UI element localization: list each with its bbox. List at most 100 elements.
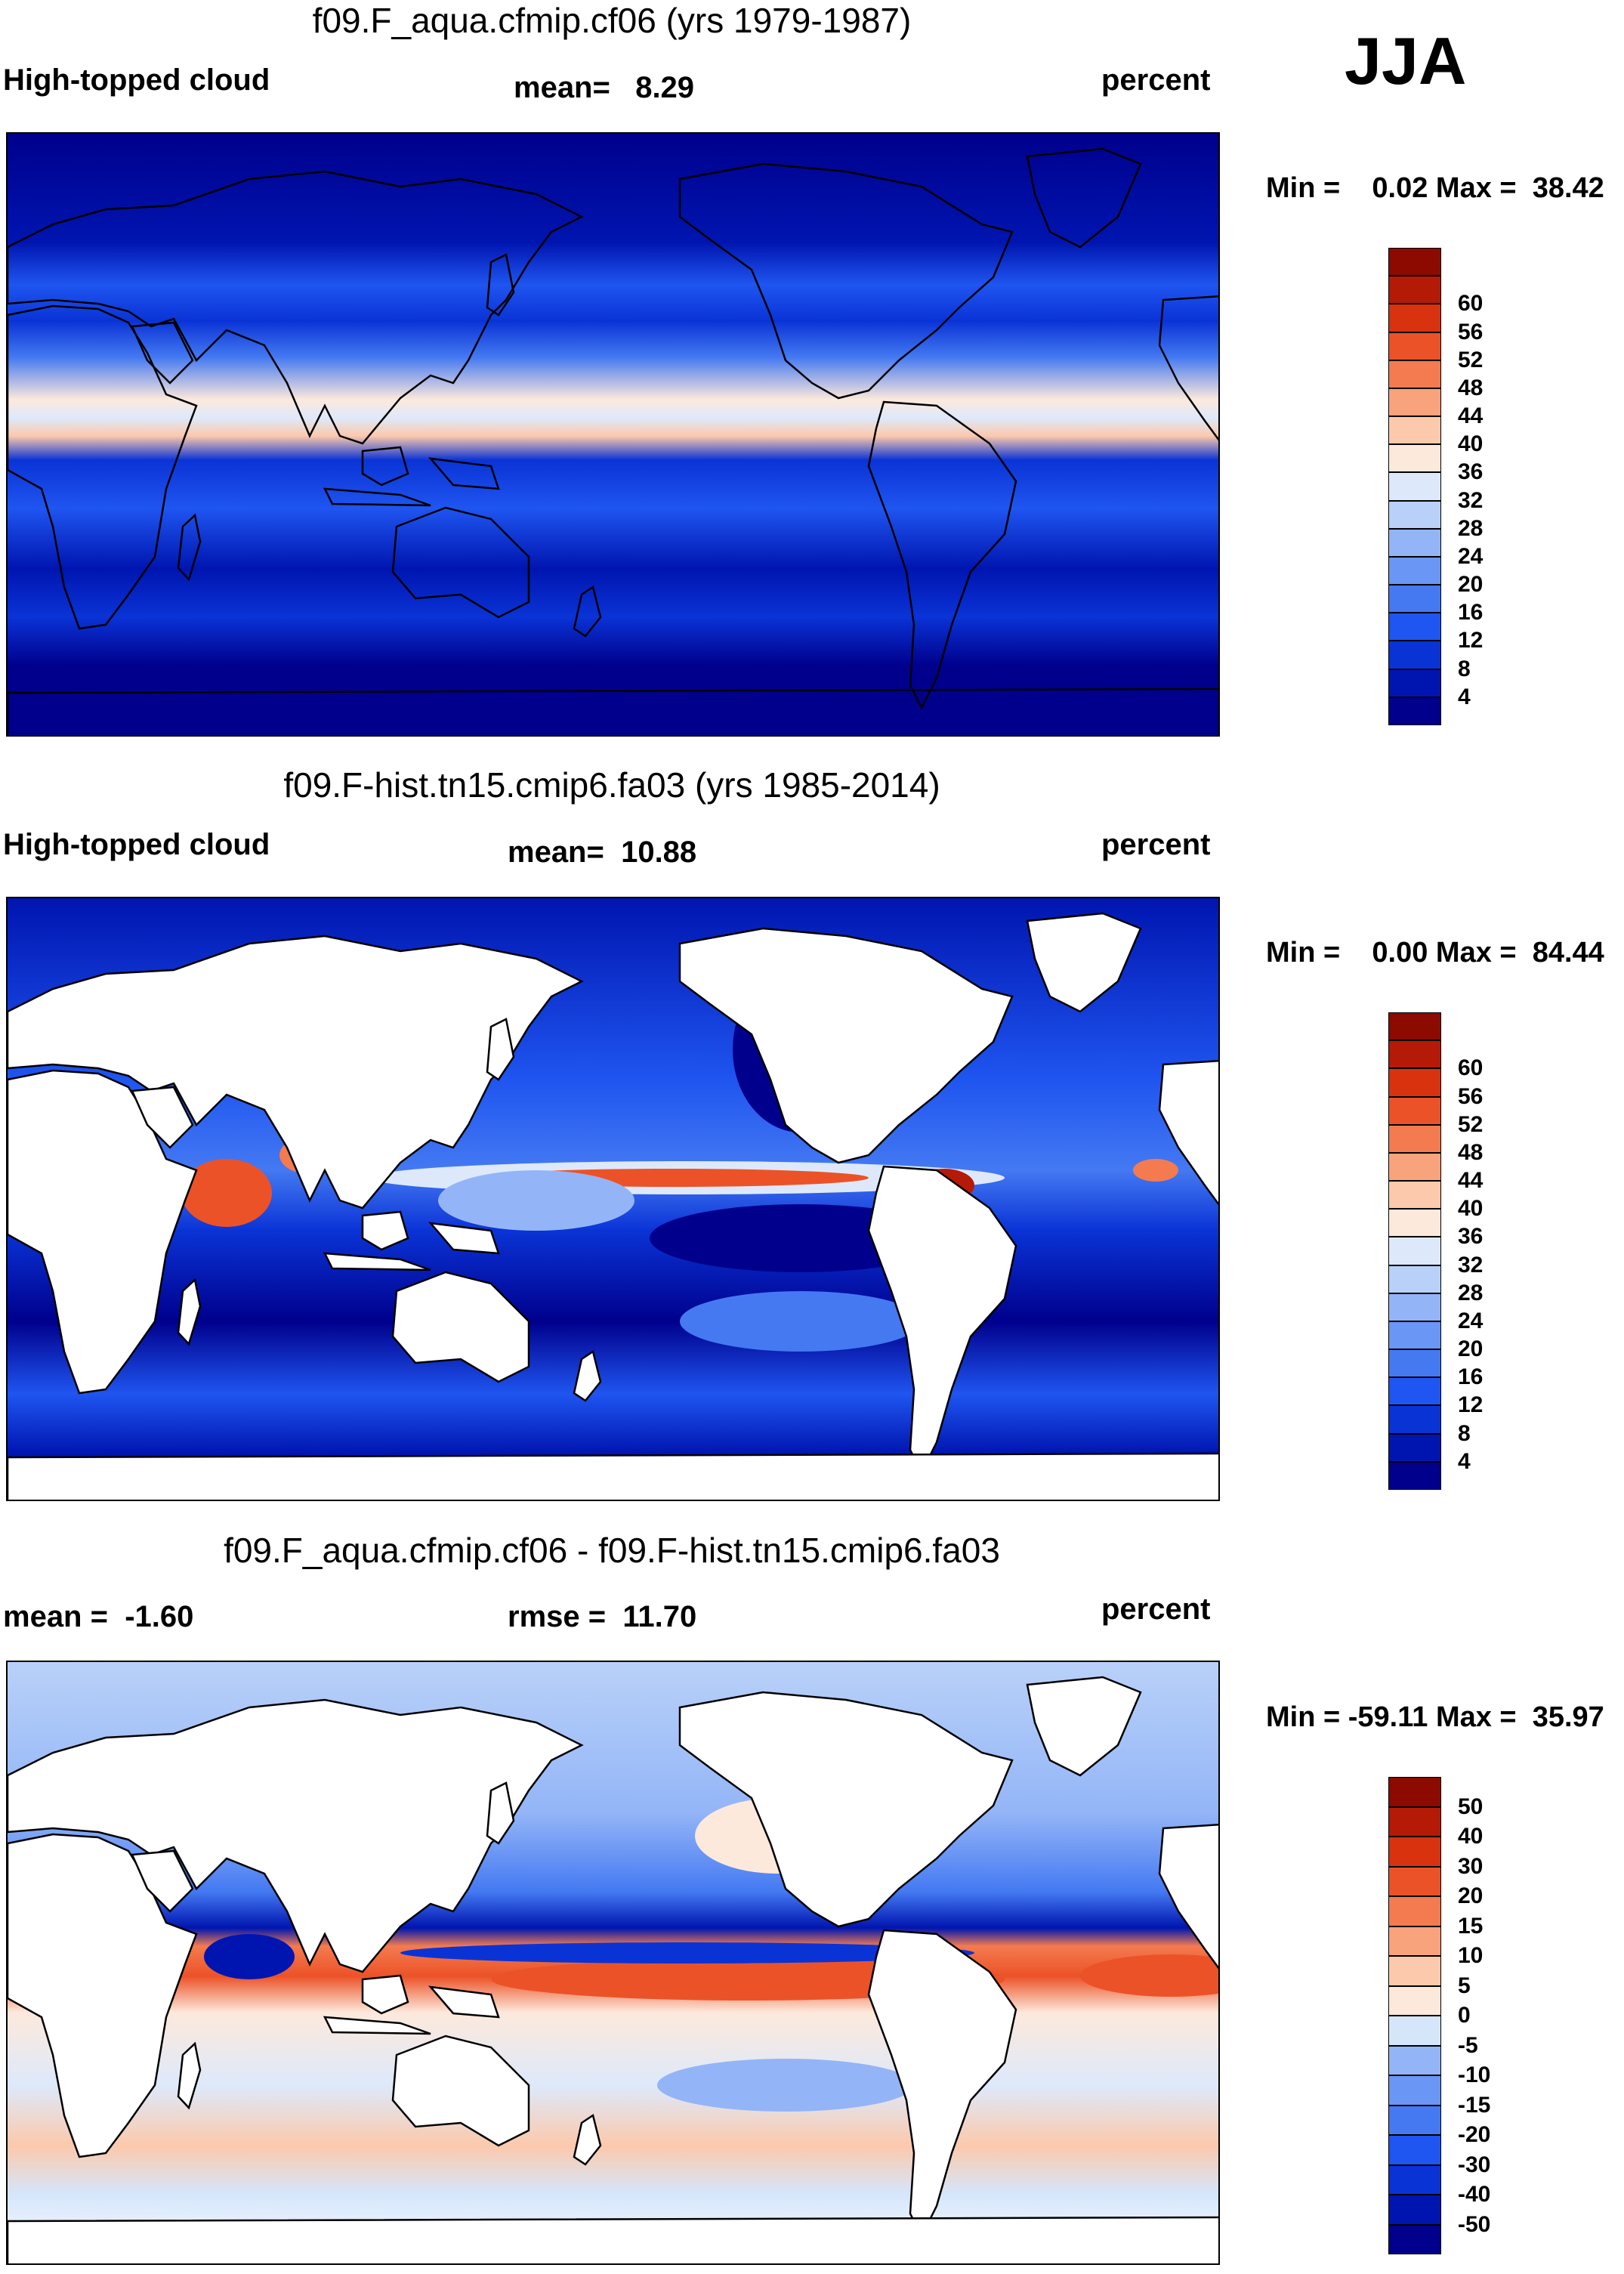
colorbar-swatch bbox=[1388, 2016, 1441, 2046]
colorbar-swatch bbox=[1388, 641, 1441, 669]
colorbar-tick-label: 0 bbox=[1458, 2003, 1471, 2028]
colorbar-swatch bbox=[1388, 1181, 1441, 1210]
colorbar-tick-label: 44 bbox=[1458, 1168, 1484, 1194]
colorbar-swatch bbox=[1388, 1040, 1441, 1069]
panel-2-mean-label: mean= 10.88 bbox=[508, 836, 697, 869]
panel-2-title: f09.F-hist.tn15.cmip6.fa03 (yrs 1985-201… bbox=[283, 765, 940, 805]
colorbar-tick-label: -30 bbox=[1458, 2152, 1491, 2177]
colorbar-swatch bbox=[1388, 1405, 1441, 1434]
colorbar-tick-label: 40 bbox=[1458, 1196, 1484, 1222]
colorbar-tick-label: 56 bbox=[1458, 1083, 1484, 1109]
panel-1-minmax: Min = 0.02 Max = 38.42 bbox=[1266, 172, 1604, 204]
colorbar-tick-label: 60 bbox=[1458, 1055, 1484, 1081]
colorbar-tick-label: 56 bbox=[1458, 319, 1484, 344]
colorbar-tick-label: 20 bbox=[1458, 1336, 1484, 1362]
panel-2-minmax: Min = 0.00 Max = 84.44 bbox=[1266, 937, 1604, 969]
colorbar-swatch bbox=[1388, 1124, 1441, 1153]
colorbar-swatch bbox=[1388, 669, 1441, 697]
colorbar-tick-label: -5 bbox=[1458, 2032, 1478, 2058]
colorbar-swatch bbox=[1388, 1837, 1441, 1867]
colorbar-swatch bbox=[1388, 416, 1441, 445]
colorbar-swatch bbox=[1388, 585, 1441, 613]
colorbar-tick-label: 15 bbox=[1458, 1913, 1484, 1939]
colorbar-tick-label: 32 bbox=[1458, 1252, 1484, 1278]
colorbar-tick-label: 32 bbox=[1458, 487, 1484, 513]
colorbar-swatch bbox=[1388, 1068, 1441, 1097]
panel-3-rmse-label: rmse = 11.70 bbox=[508, 1600, 697, 1633]
panel-2-units-label: percent bbox=[1101, 828, 1211, 861]
colorbar-swatch bbox=[1388, 472, 1441, 501]
colorbar-swatch bbox=[1388, 1433, 1441, 1462]
colorbar-swatch bbox=[1388, 1926, 1441, 1956]
colorbar-tick-label: 12 bbox=[1458, 628, 1484, 653]
colorbar-tick-label: 12 bbox=[1458, 1392, 1484, 1418]
colorbar-tick-label: 52 bbox=[1458, 347, 1484, 372]
colorbar-swatch bbox=[1388, 500, 1441, 529]
colorbar-swatch bbox=[1388, 2195, 1441, 2225]
colorbar-tick-label: 36 bbox=[1458, 1224, 1484, 1250]
colorbar-tick-label: 44 bbox=[1458, 403, 1484, 429]
colorbar-tick-label: 40 bbox=[1458, 431, 1484, 457]
colorbar-tick-label: 20 bbox=[1458, 1883, 1484, 1908]
colorbar-swatch bbox=[1388, 697, 1441, 725]
colorbar-swatch bbox=[1388, 1806, 1441, 1837]
colorbar-swatch bbox=[1388, 1152, 1441, 1182]
colorbar-tick-label: 48 bbox=[1458, 375, 1484, 400]
panel-3-units-label: percent bbox=[1101, 1593, 1211, 1626]
colorbar-swatch bbox=[1388, 360, 1441, 388]
colorbar-swatch bbox=[1388, 613, 1441, 641]
colorbar-swatch bbox=[1388, 1265, 1441, 1293]
colorbar-swatch bbox=[1388, 1096, 1441, 1125]
colorbar-swatch bbox=[1388, 332, 1441, 360]
colorbar-tick-label: 24 bbox=[1458, 1308, 1484, 1333]
panel-3-south-pacific-blue bbox=[657, 2059, 914, 2112]
panel-2-west-pacific bbox=[438, 1170, 634, 1231]
colorbar-tick-label: -15 bbox=[1458, 2092, 1491, 2118]
colorbar-tick-label: 5 bbox=[1458, 1973, 1471, 1998]
colorbar-swatch bbox=[1388, 248, 1441, 277]
colorbar-swatch bbox=[1388, 1293, 1441, 1321]
colorbar-swatch bbox=[1388, 2164, 1441, 2195]
colorbar-tick-label: -10 bbox=[1458, 2062, 1491, 2087]
colorbar-tick-label: 30 bbox=[1458, 1853, 1484, 1879]
colorbar-swatch bbox=[1388, 1377, 1441, 1406]
colorbar-swatch bbox=[1388, 444, 1441, 473]
panel-1-variable-label: High-topped cloud bbox=[3, 63, 270, 97]
panel-1-colorbar: 4 8 12 16 20 24 28 32 36 40 44 48 52 56 60 bbox=[1388, 248, 1483, 725]
panel-3-title: f09.F_aqua.cfmip.cf06 - f09.F-hist.tn15.… bbox=[224, 1531, 1000, 1570]
colorbar-tick-label: 20 bbox=[1458, 572, 1484, 598]
colorbar-tick-label: 60 bbox=[1458, 291, 1484, 317]
panel-2-colorbar: 4 8 12 16 20 24 28 32 36 40 44 48 52 56 60 bbox=[1388, 1012, 1483, 1490]
colorbar-tick-label: -20 bbox=[1458, 2122, 1491, 2147]
colorbar-swatch bbox=[1388, 556, 1441, 585]
colorbar-swatch bbox=[1388, 1956, 1441, 1986]
colorbar-swatch bbox=[1388, 1012, 1441, 1041]
colorbar-tick-label: 16 bbox=[1458, 600, 1484, 626]
colorbar-tick-label: -40 bbox=[1458, 2182, 1491, 2207]
colorbar-tick-label: 50 bbox=[1458, 1794, 1484, 1819]
panel-3-colorbar: -50 -40 -30 -20 -15 -10 -5 0 5 10 15 20 30 40 50 bbox=[1388, 1777, 1490, 2254]
panel-2-atlantic-spot bbox=[1133, 1159, 1178, 1182]
panel-3-atlantic-red-band bbox=[1080, 1954, 1218, 1997]
colorbar-tick-label: 8 bbox=[1458, 1420, 1471, 1446]
panel-1-units-label: percent bbox=[1101, 63, 1211, 97]
colorbar-swatch bbox=[1388, 1349, 1441, 1378]
colorbar-tick-label: 48 bbox=[1458, 1139, 1484, 1165]
colorbar-swatch bbox=[1388, 304, 1441, 332]
colorbar-swatch bbox=[1388, 528, 1441, 557]
colorbar-swatch bbox=[1388, 1896, 1441, 1926]
colorbar-tick-label: 36 bbox=[1458, 459, 1484, 485]
colorbar-tick-label: 40 bbox=[1458, 1824, 1484, 1849]
colorbar-swatch bbox=[1388, 1461, 1441, 1490]
panel-3-map bbox=[6, 1661, 1220, 2265]
colorbar-swatch bbox=[1388, 2045, 1441, 2075]
colorbar-swatch bbox=[1388, 1321, 1441, 1350]
colorbar-swatch bbox=[1388, 1237, 1441, 1265]
panel-2-indian-ocean bbox=[181, 1159, 272, 1227]
colorbar-swatch bbox=[1388, 388, 1441, 417]
panel-2-south-pacific bbox=[680, 1291, 922, 1352]
colorbar-tick-label: -50 bbox=[1458, 2211, 1491, 2237]
panel-3-minmax: Min = -59.11 Max = 35.97 bbox=[1266, 1701, 1604, 1733]
panel-2-variable-label: High-topped cloud bbox=[3, 828, 270, 861]
panel-3-indian-blue bbox=[204, 1934, 295, 1979]
